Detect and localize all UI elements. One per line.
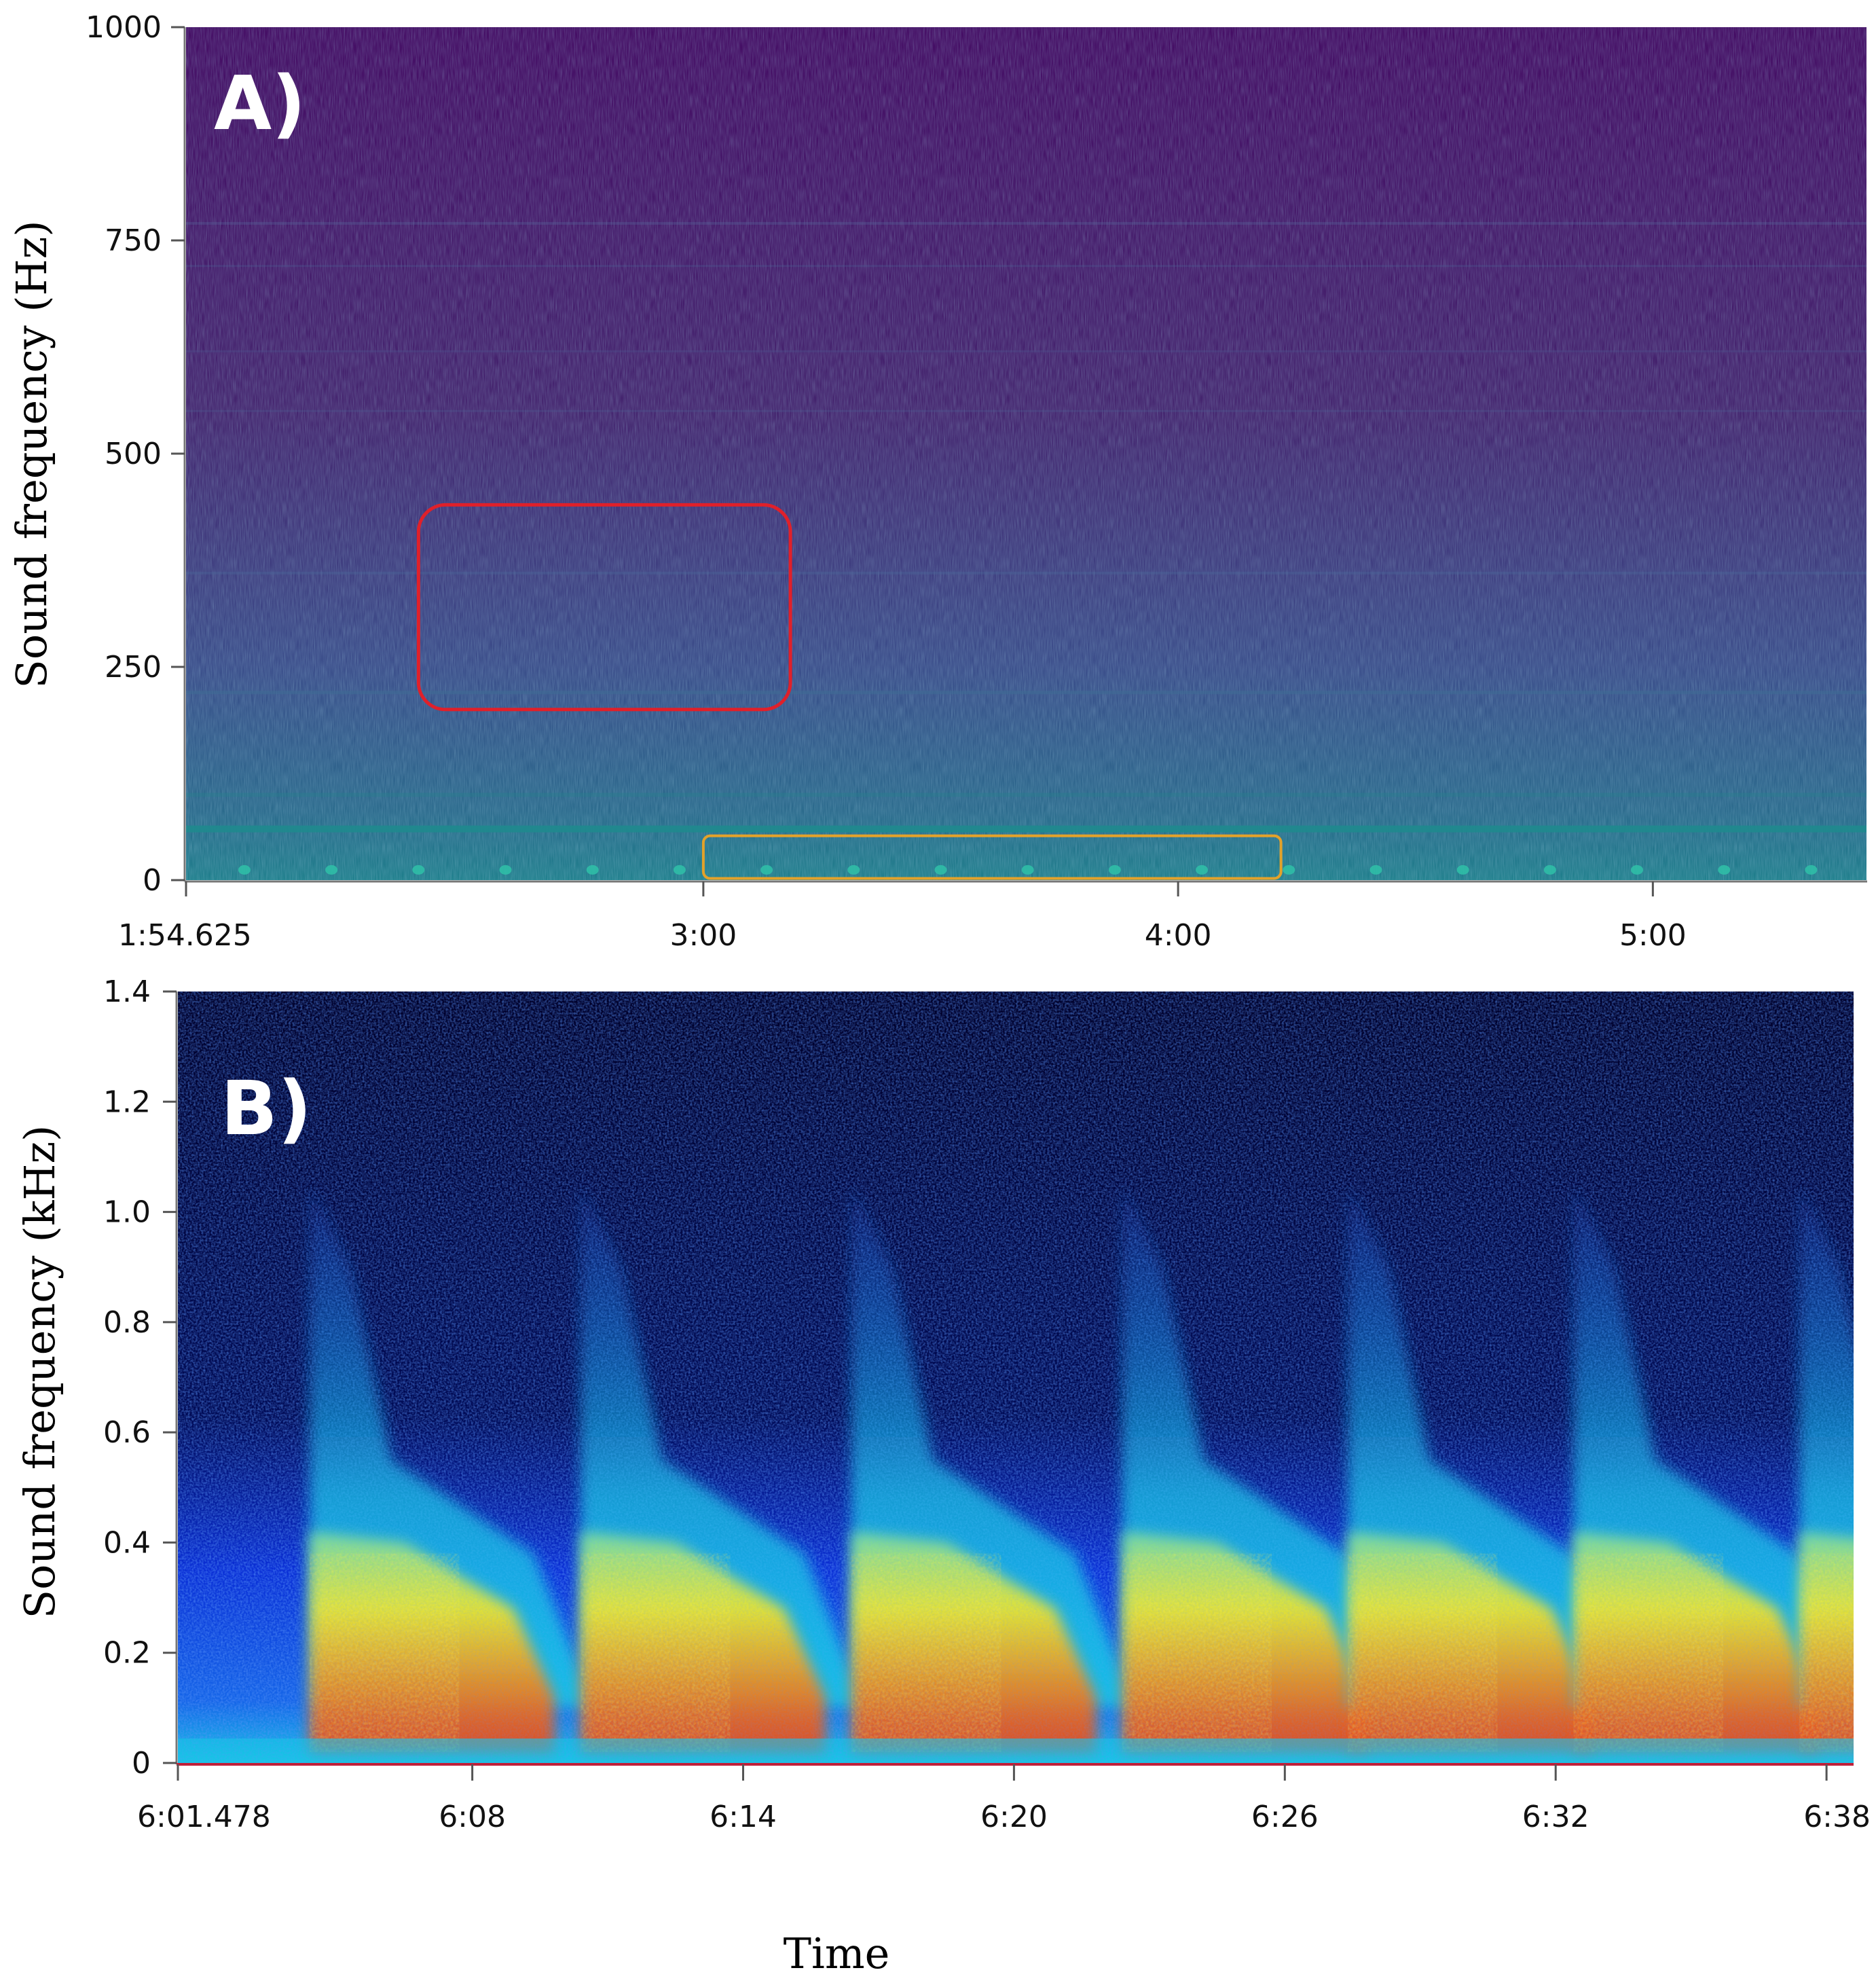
panel-a: 0 250 500 750 1000 1:54.625 3:00 4:00 5:00 A) S… — [7, 10, 1867, 953]
y-tick-label-b: 0.6 — [103, 1415, 151, 1450]
y-tick-label-a: 1000 — [86, 10, 162, 45]
x-tick-label-b: 6:26 — [1251, 1800, 1319, 1834]
pulse-mark-a — [1718, 865, 1731, 875]
y-tick-label-b: 1.0 — [103, 1195, 151, 1230]
y-tick-label-a: 500 — [105, 437, 162, 471]
x-tick-label-b: 6:08 — [439, 1800, 506, 1834]
panel-a-label: A) — [214, 60, 306, 147]
y-axis-title-b: Sound frequency (kHz) — [15, 1125, 65, 1619]
y-tick-label-b: 0.8 — [103, 1305, 151, 1340]
pulse-mark-a — [1196, 865, 1209, 875]
spectral-band-a — [186, 793, 1866, 797]
spectral-band-a — [186, 410, 1866, 412]
pulse-mark-a — [1631, 865, 1644, 875]
pulse-mark-a — [1543, 865, 1556, 875]
annotation-box-red — [416, 503, 792, 712]
spectral-band-a — [186, 350, 1866, 352]
spectral-band-a — [186, 571, 1866, 575]
pulse-mark-a — [1456, 865, 1469, 875]
pulse-mark-a — [586, 865, 599, 875]
pulse-mark-a — [325, 865, 338, 875]
pulse-mark-a — [673, 865, 686, 875]
pulse-mark-a — [1369, 865, 1382, 875]
x-tick-label-b: 6:20 — [980, 1800, 1048, 1834]
y-tick-label-a: 250 — [105, 650, 162, 685]
x-tick-label-a: 3:00 — [669, 918, 737, 953]
x-tick-label-b: 6:32 — [1522, 1800, 1589, 1834]
pulse-mark-a — [499, 865, 512, 875]
spectral-band-a — [186, 691, 1866, 695]
pulse-mark-a — [760, 865, 773, 875]
pulse-mark-a — [847, 865, 860, 875]
x-tick-label-b: 6:38 — [1803, 1800, 1871, 1834]
x-axis-title: Time — [784, 1929, 890, 1978]
y-tick-label-b: 0 — [132, 1746, 151, 1781]
x-tick-label-a: 4:00 — [1145, 918, 1212, 953]
panel-b-label: B) — [221, 1065, 312, 1152]
y-tick-label-a: 750 — [105, 223, 162, 258]
x-tick-label-a: 5:00 — [1619, 918, 1687, 953]
x-tick-label-b: 6:01.478 — [137, 1800, 271, 1834]
pulse-mark-a — [934, 865, 947, 875]
pulse-mark-a — [1108, 865, 1121, 875]
y-tick-label-b: 1.2 — [103, 1085, 151, 1119]
pulse-mark-a — [412, 865, 425, 875]
spectral-band-a — [186, 221, 1866, 225]
y-tick-label-b: 1.4 — [103, 975, 151, 1009]
pulse-mark-a — [1283, 865, 1295, 875]
y-tick-label-b: 0.4 — [103, 1525, 151, 1560]
y-axis-title-a: Sound frequency (Hz) — [7, 220, 56, 688]
y-tick-label-b: 0.2 — [103, 1636, 151, 1671]
x-tick-label-a: 1:54.625 — [118, 918, 252, 953]
y-tick-label-a: 0 — [143, 863, 162, 898]
spectrogram-b-image — [178, 992, 1854, 1763]
annotation-box-orange — [701, 834, 1283, 880]
spectrogram-a-image — [186, 27, 1866, 880]
pulse-mark-a — [1805, 865, 1818, 875]
spectral-band-a — [186, 825, 1866, 833]
spectral-band-a — [186, 265, 1866, 268]
pulse-mark-a — [1021, 865, 1034, 875]
x-tick-label-b: 6:14 — [710, 1800, 777, 1834]
panel-b: 0 0.2 0.4 0.6 0.8 1.0 1.2 1.4 6:01.478 6:08 6:14 6… — [15, 975, 1871, 1834]
pulse-mark-a — [238, 865, 251, 875]
